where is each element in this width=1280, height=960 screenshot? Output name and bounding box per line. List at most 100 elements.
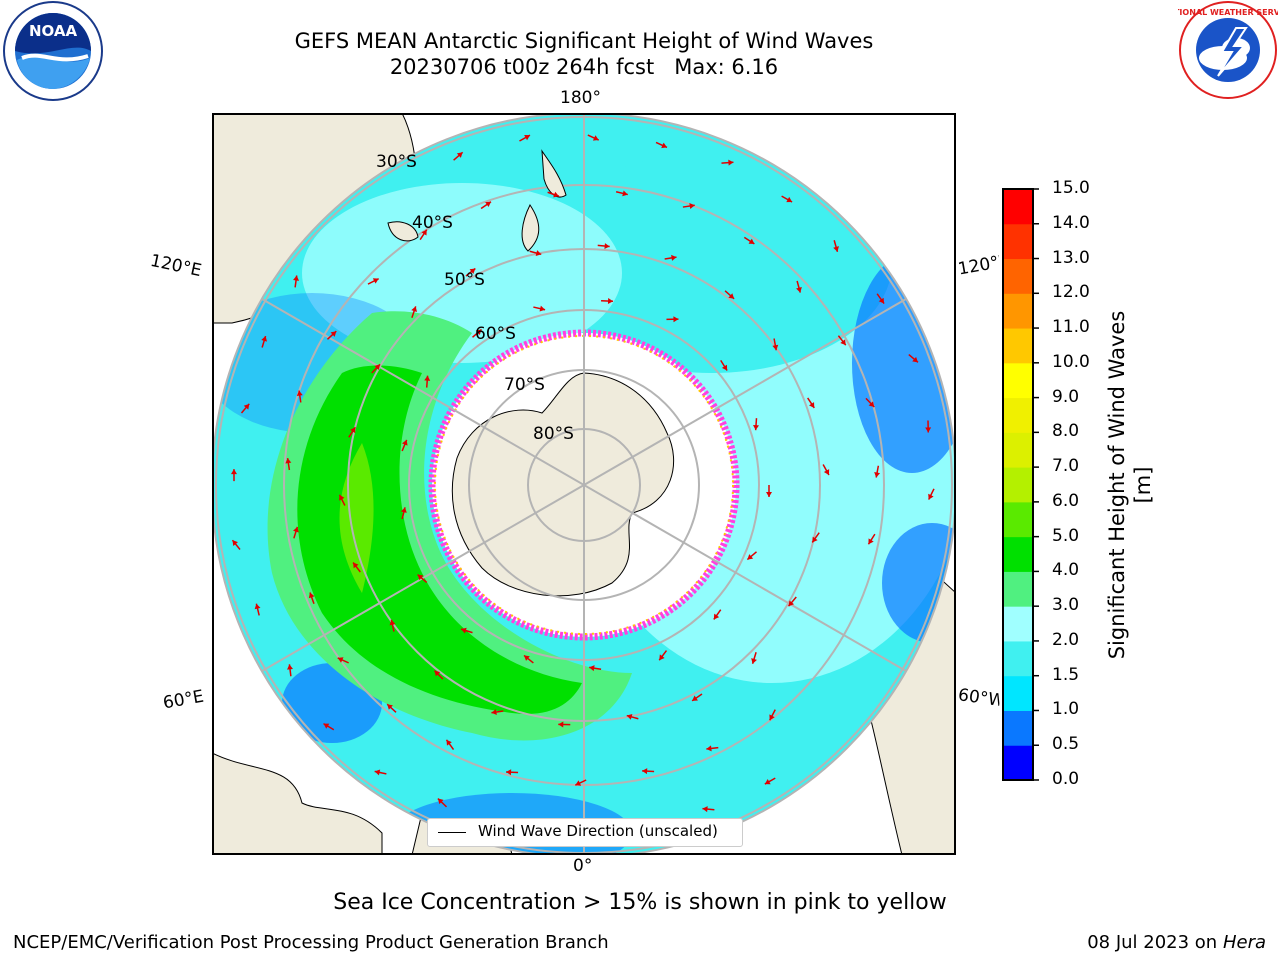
colorbar-tick-label: 1.5 — [1052, 664, 1080, 685]
wind-arrow-head — [812, 536, 818, 543]
colorbar-tick-label: 9.0 — [1052, 386, 1080, 407]
wind-arrow-head — [661, 142, 667, 149]
wind-arrow-head — [788, 600, 795, 607]
wind-arrow-head — [353, 562, 359, 569]
wind-arrow-head — [372, 278, 379, 284]
noaa-logo-text: NOAA — [29, 22, 78, 40]
colorbar-tick-label: 4.0 — [1052, 560, 1080, 581]
wind-arrow-head — [553, 191, 559, 198]
wind-arrow-head — [350, 427, 356, 434]
wind-arrow-head — [374, 364, 381, 371]
chart-title: GEFS MEAN Antarctic Significant Height o… — [294, 29, 874, 53]
wind-arrow-head — [868, 401, 875, 408]
lon-label-60e: 60°E — [161, 686, 206, 714]
colorbar-swatch — [1003, 362, 1033, 399]
colorbar-tick-label: 5.0 — [1052, 525, 1080, 546]
wind-arrow-head — [575, 780, 582, 786]
wind-arrow-head — [912, 356, 918, 363]
wind-arrow-head — [772, 344, 779, 351]
wind-arrow-head — [833, 246, 839, 252]
wind-arrow-head — [747, 554, 754, 560]
lat-label-40s: 40°S — [412, 213, 453, 233]
lat-label-60s: 60°S — [475, 324, 516, 344]
wind-arrow-head — [786, 196, 793, 203]
colorbar-swatch — [1003, 501, 1033, 538]
colorbar-tick-label: 0.5 — [1052, 734, 1080, 755]
colorbar-tick-label: 14.0 — [1052, 212, 1090, 233]
colorbar-tick-label: 0.0 — [1052, 769, 1080, 789]
sea-ice-note: Sea Ice Concentration > 15% is shown in … — [333, 890, 947, 915]
wind-arrow-head — [823, 469, 830, 475]
wind-arrow-head — [702, 806, 708, 813]
lat-label-50s: 50°S — [444, 270, 485, 290]
wind-arrow-head — [626, 714, 633, 720]
footer-date: 08 Jul 2023 on — [1087, 932, 1223, 953]
colorbar-swatch — [1003, 293, 1033, 329]
wind-arrow-head — [524, 134, 530, 141]
wind-arrow-head — [374, 769, 381, 776]
wind-arrow-head — [243, 403, 250, 410]
colorbar-swatch — [1003, 675, 1033, 711]
wind-arrow-head — [491, 709, 497, 716]
colorbar-swatch — [1003, 640, 1033, 677]
colorbar-tick-label: 13.0 — [1052, 247, 1090, 268]
colorbar-tick-label: 1.0 — [1052, 699, 1080, 720]
colorbar-tick-label: 6.0 — [1052, 490, 1080, 511]
wind-arrow-head — [506, 769, 512, 776]
colorbar-swatch — [1003, 328, 1033, 364]
colorbar-label: Significant Height of Wind Waves [m] — [1105, 310, 1155, 660]
colorbar-swatch — [1003, 223, 1033, 260]
wind-arrow-head — [401, 439, 408, 446]
lon-label-120e: 120°E — [148, 250, 204, 282]
colorbar-swatch — [1003, 571, 1033, 607]
wind-arrow-head — [323, 723, 330, 729]
wind-arrow-head — [400, 507, 407, 513]
wind-arrow-head — [840, 339, 846, 346]
wind-arrow-head — [535, 250, 542, 256]
wind-arrow-head — [421, 229, 427, 236]
colorbar-swatch — [1003, 745, 1033, 781]
colorbar-tick-label: 8.0 — [1052, 421, 1080, 442]
wind-arrow-head — [337, 657, 344, 663]
wind-arrow-head — [751, 658, 757, 664]
colorbar-tick-label: 12.0 — [1052, 282, 1090, 303]
africa-land — [212, 752, 383, 855]
wind-arrow-head — [689, 203, 695, 209]
wind-arrow-head — [308, 592, 315, 599]
footer-host: Hera — [1222, 932, 1266, 953]
wind-arrow-head — [622, 190, 628, 197]
wind-arrow-head — [753, 424, 760, 431]
wind-arrow-head — [261, 336, 268, 342]
wind-arrow-head — [766, 492, 772, 497]
wind-arrow-head — [437, 798, 444, 805]
lon-label-120w: 120°W — [956, 252, 1002, 280]
nws-logo-text: NATIONAL WEATHER SERVICE — [1178, 8, 1278, 17]
colorbar-tick-label: 15.0 — [1052, 178, 1090, 198]
map-legend: Wind Wave Direction (unscaled) — [427, 818, 743, 847]
wind-arrow-head — [706, 745, 712, 752]
wind-arrow-head — [424, 375, 431, 381]
chart-subtitle: 20230706 t00z 264h fcst Max: 6.16 — [389, 55, 779, 79]
wind-arrow-head — [387, 704, 393, 710]
wind-arrow-head — [558, 721, 564, 728]
lon-label-0: 0° — [573, 856, 593, 876]
wind-arrow-head — [796, 286, 802, 293]
wind-arrow-head — [254, 603, 261, 610]
wind-arrow-head — [878, 297, 885, 304]
nws-logo: NATIONAL WEATHER SERVICE — [1178, 1, 1278, 99]
colorbar-swatch — [1003, 606, 1033, 642]
noaa-logo: NOAA — [3, 1, 103, 101]
colorbar-swatch — [1003, 467, 1033, 503]
legend-line-sample — [438, 832, 466, 833]
wind-arrow-head — [673, 316, 679, 323]
colorbar-swatch — [1003, 397, 1033, 433]
wind-arrow-head — [659, 654, 665, 661]
wind-arrow-head — [485, 201, 491, 208]
wind-arrow-head — [604, 243, 610, 250]
wind-arrow-head — [868, 538, 874, 545]
wind-arrow-head — [389, 619, 396, 626]
colorbar-tick-label: 11.0 — [1052, 317, 1090, 338]
lat-label-70s: 70°S — [504, 375, 545, 395]
wind-arrow-head — [293, 526, 299, 533]
wind-arrow-head — [721, 364, 728, 371]
